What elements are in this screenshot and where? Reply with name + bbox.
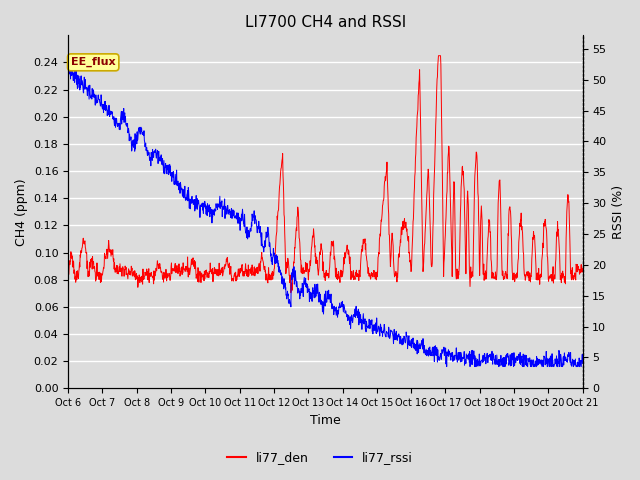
Line: li77_rssi: li77_rssi (68, 62, 582, 367)
Y-axis label: CH4 (ppm): CH4 (ppm) (15, 178, 28, 246)
li77_rssi (64, 60, 72, 65)
li77_den (104, 249, 112, 254)
li77_rssi (579, 360, 586, 366)
li77_den (64, 272, 72, 278)
li77_den (435, 53, 442, 59)
li77_den (287, 290, 295, 296)
li77_rssi (443, 364, 451, 370)
li77_den (579, 265, 586, 271)
Text: EE_flux: EE_flux (71, 57, 116, 68)
li77_den (125, 267, 132, 273)
li77_rssi (283, 291, 291, 297)
Y-axis label: RSSI (%): RSSI (%) (612, 185, 625, 239)
X-axis label: Time: Time (310, 414, 340, 427)
li77_den (283, 266, 291, 272)
Line: li77_den: li77_den (68, 56, 582, 293)
li77_rssi (104, 108, 112, 114)
li77_rssi (303, 280, 310, 286)
li77_den (357, 251, 365, 256)
li77_rssi (357, 320, 365, 326)
Title: LI7700 CH4 and RSSI: LI7700 CH4 and RSSI (244, 15, 406, 30)
Legend: li77_den, li77_rssi: li77_den, li77_rssi (222, 446, 418, 469)
li77_rssi (293, 281, 301, 287)
li77_den (294, 214, 301, 219)
li77_rssi (125, 129, 132, 134)
li77_den (303, 266, 310, 272)
